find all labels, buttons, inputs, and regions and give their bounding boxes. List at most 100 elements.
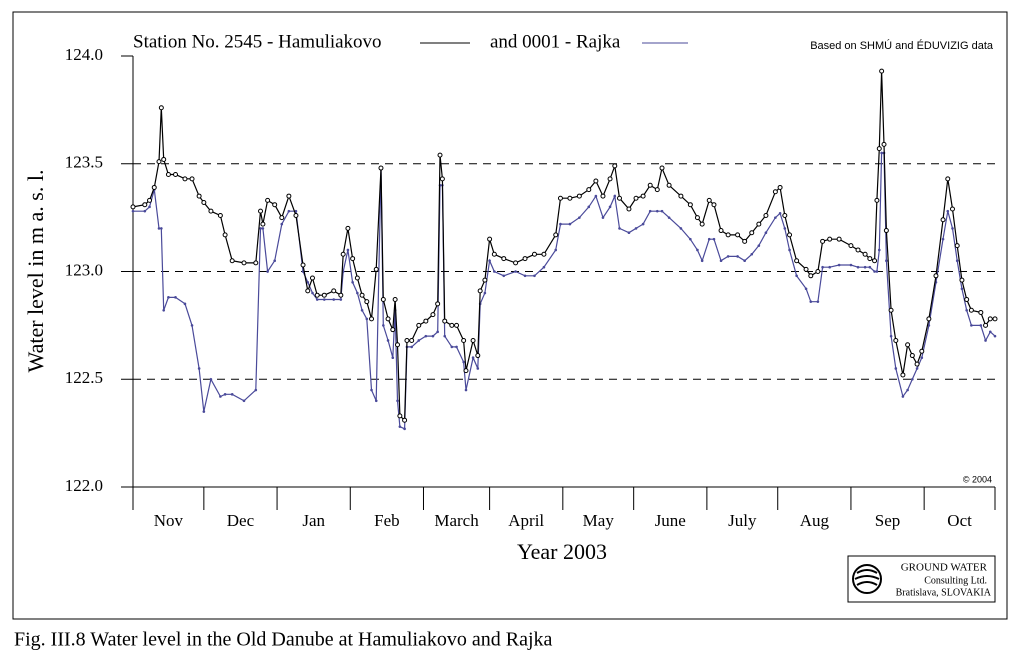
data-point <box>189 176 195 182</box>
data-point <box>718 228 724 234</box>
data-point <box>694 215 700 221</box>
data-point <box>476 367 480 370</box>
data-point <box>202 410 206 413</box>
data-point <box>475 353 481 359</box>
data-point <box>487 236 493 242</box>
data-point <box>978 309 984 315</box>
data-point <box>993 334 997 338</box>
data-point <box>885 259 888 263</box>
data-point <box>196 193 202 199</box>
data-point <box>820 238 826 244</box>
data-point <box>470 337 476 343</box>
data-point <box>877 248 881 252</box>
data-point <box>919 348 925 354</box>
data-point <box>706 197 712 203</box>
data-point <box>862 251 868 257</box>
data-point <box>356 291 359 295</box>
data-point <box>915 367 919 370</box>
data-point <box>286 193 292 199</box>
data-point <box>287 209 291 213</box>
data-point <box>613 194 617 198</box>
data-point <box>554 248 558 252</box>
data-point <box>273 259 276 263</box>
data-point <box>901 395 905 398</box>
data-point <box>300 262 306 268</box>
data-point <box>700 259 704 263</box>
data-point <box>607 176 613 182</box>
data-point <box>749 230 755 236</box>
data-point <box>173 172 179 178</box>
data-point <box>493 270 496 273</box>
data-point <box>339 298 343 301</box>
logo-icon <box>852 564 882 594</box>
data-point <box>988 330 992 334</box>
data-point <box>380 297 386 303</box>
x-tick-label: May <box>583 511 615 530</box>
data-point <box>464 388 468 392</box>
data-point <box>881 141 887 147</box>
x-tick-label: Aug <box>800 511 830 530</box>
data-point <box>351 280 354 284</box>
data-point <box>933 273 939 279</box>
data-point <box>699 221 705 227</box>
data-point <box>360 308 364 312</box>
data-point <box>266 270 269 273</box>
data-point <box>946 209 950 213</box>
data-point <box>477 288 483 294</box>
data-point <box>970 324 973 327</box>
data-point <box>160 227 163 230</box>
data-point <box>439 176 445 182</box>
source-note: Based on SHMÚ and ÉDUVIZIG data <box>810 39 994 52</box>
legend-label: and 0001 - Rajka <box>490 31 621 52</box>
data-point <box>197 367 201 370</box>
data-point <box>443 334 447 338</box>
data-point <box>260 221 266 227</box>
data-point <box>265 197 271 203</box>
data-point <box>201 200 207 206</box>
data-point <box>654 187 660 193</box>
data-point <box>648 209 652 213</box>
data-point <box>321 292 327 298</box>
data-point <box>742 238 748 244</box>
data-point <box>736 255 739 258</box>
data-point <box>763 212 769 218</box>
data-point <box>660 209 664 213</box>
data-point <box>874 197 880 203</box>
data-point <box>712 237 716 241</box>
data-point <box>242 399 246 403</box>
data-point <box>627 231 631 235</box>
data-point <box>940 217 946 223</box>
data-point <box>774 216 777 219</box>
data-point <box>965 308 968 312</box>
x-tick-label: Sep <box>875 511 901 530</box>
data-point <box>711 202 717 208</box>
data-point <box>416 322 422 328</box>
data-point <box>600 193 606 199</box>
data-point <box>883 228 889 234</box>
series-line <box>132 71 995 422</box>
data-point <box>449 322 455 328</box>
data-point <box>397 413 403 419</box>
data-point <box>454 322 460 328</box>
data-point <box>130 204 136 210</box>
data-point <box>618 227 621 230</box>
data-point <box>889 334 893 338</box>
data-point <box>523 274 527 278</box>
data-point <box>167 296 170 299</box>
data-point <box>241 260 247 266</box>
data-point <box>258 208 264 214</box>
x-tick-label: Oct <box>947 511 972 530</box>
data-point <box>955 259 959 263</box>
x-tick-label: July <box>728 511 757 530</box>
data-point <box>772 189 778 195</box>
data-point <box>987 316 993 322</box>
data-point <box>259 227 262 230</box>
data-point <box>254 388 258 392</box>
data-point <box>578 216 581 219</box>
data-point <box>338 292 344 298</box>
data-point <box>880 151 883 155</box>
data-point <box>382 324 385 327</box>
data-point <box>941 237 945 241</box>
data-point <box>983 322 989 328</box>
y-tick-label: 122.5 <box>65 368 103 387</box>
